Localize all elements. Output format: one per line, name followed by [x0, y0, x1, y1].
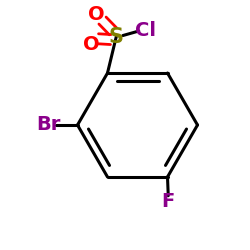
- Text: S: S: [109, 27, 124, 47]
- Text: O: O: [88, 5, 104, 24]
- Text: F: F: [162, 192, 175, 212]
- Text: O: O: [83, 35, 100, 54]
- Text: Br: Br: [36, 116, 61, 134]
- Text: Cl: Cl: [134, 21, 156, 40]
